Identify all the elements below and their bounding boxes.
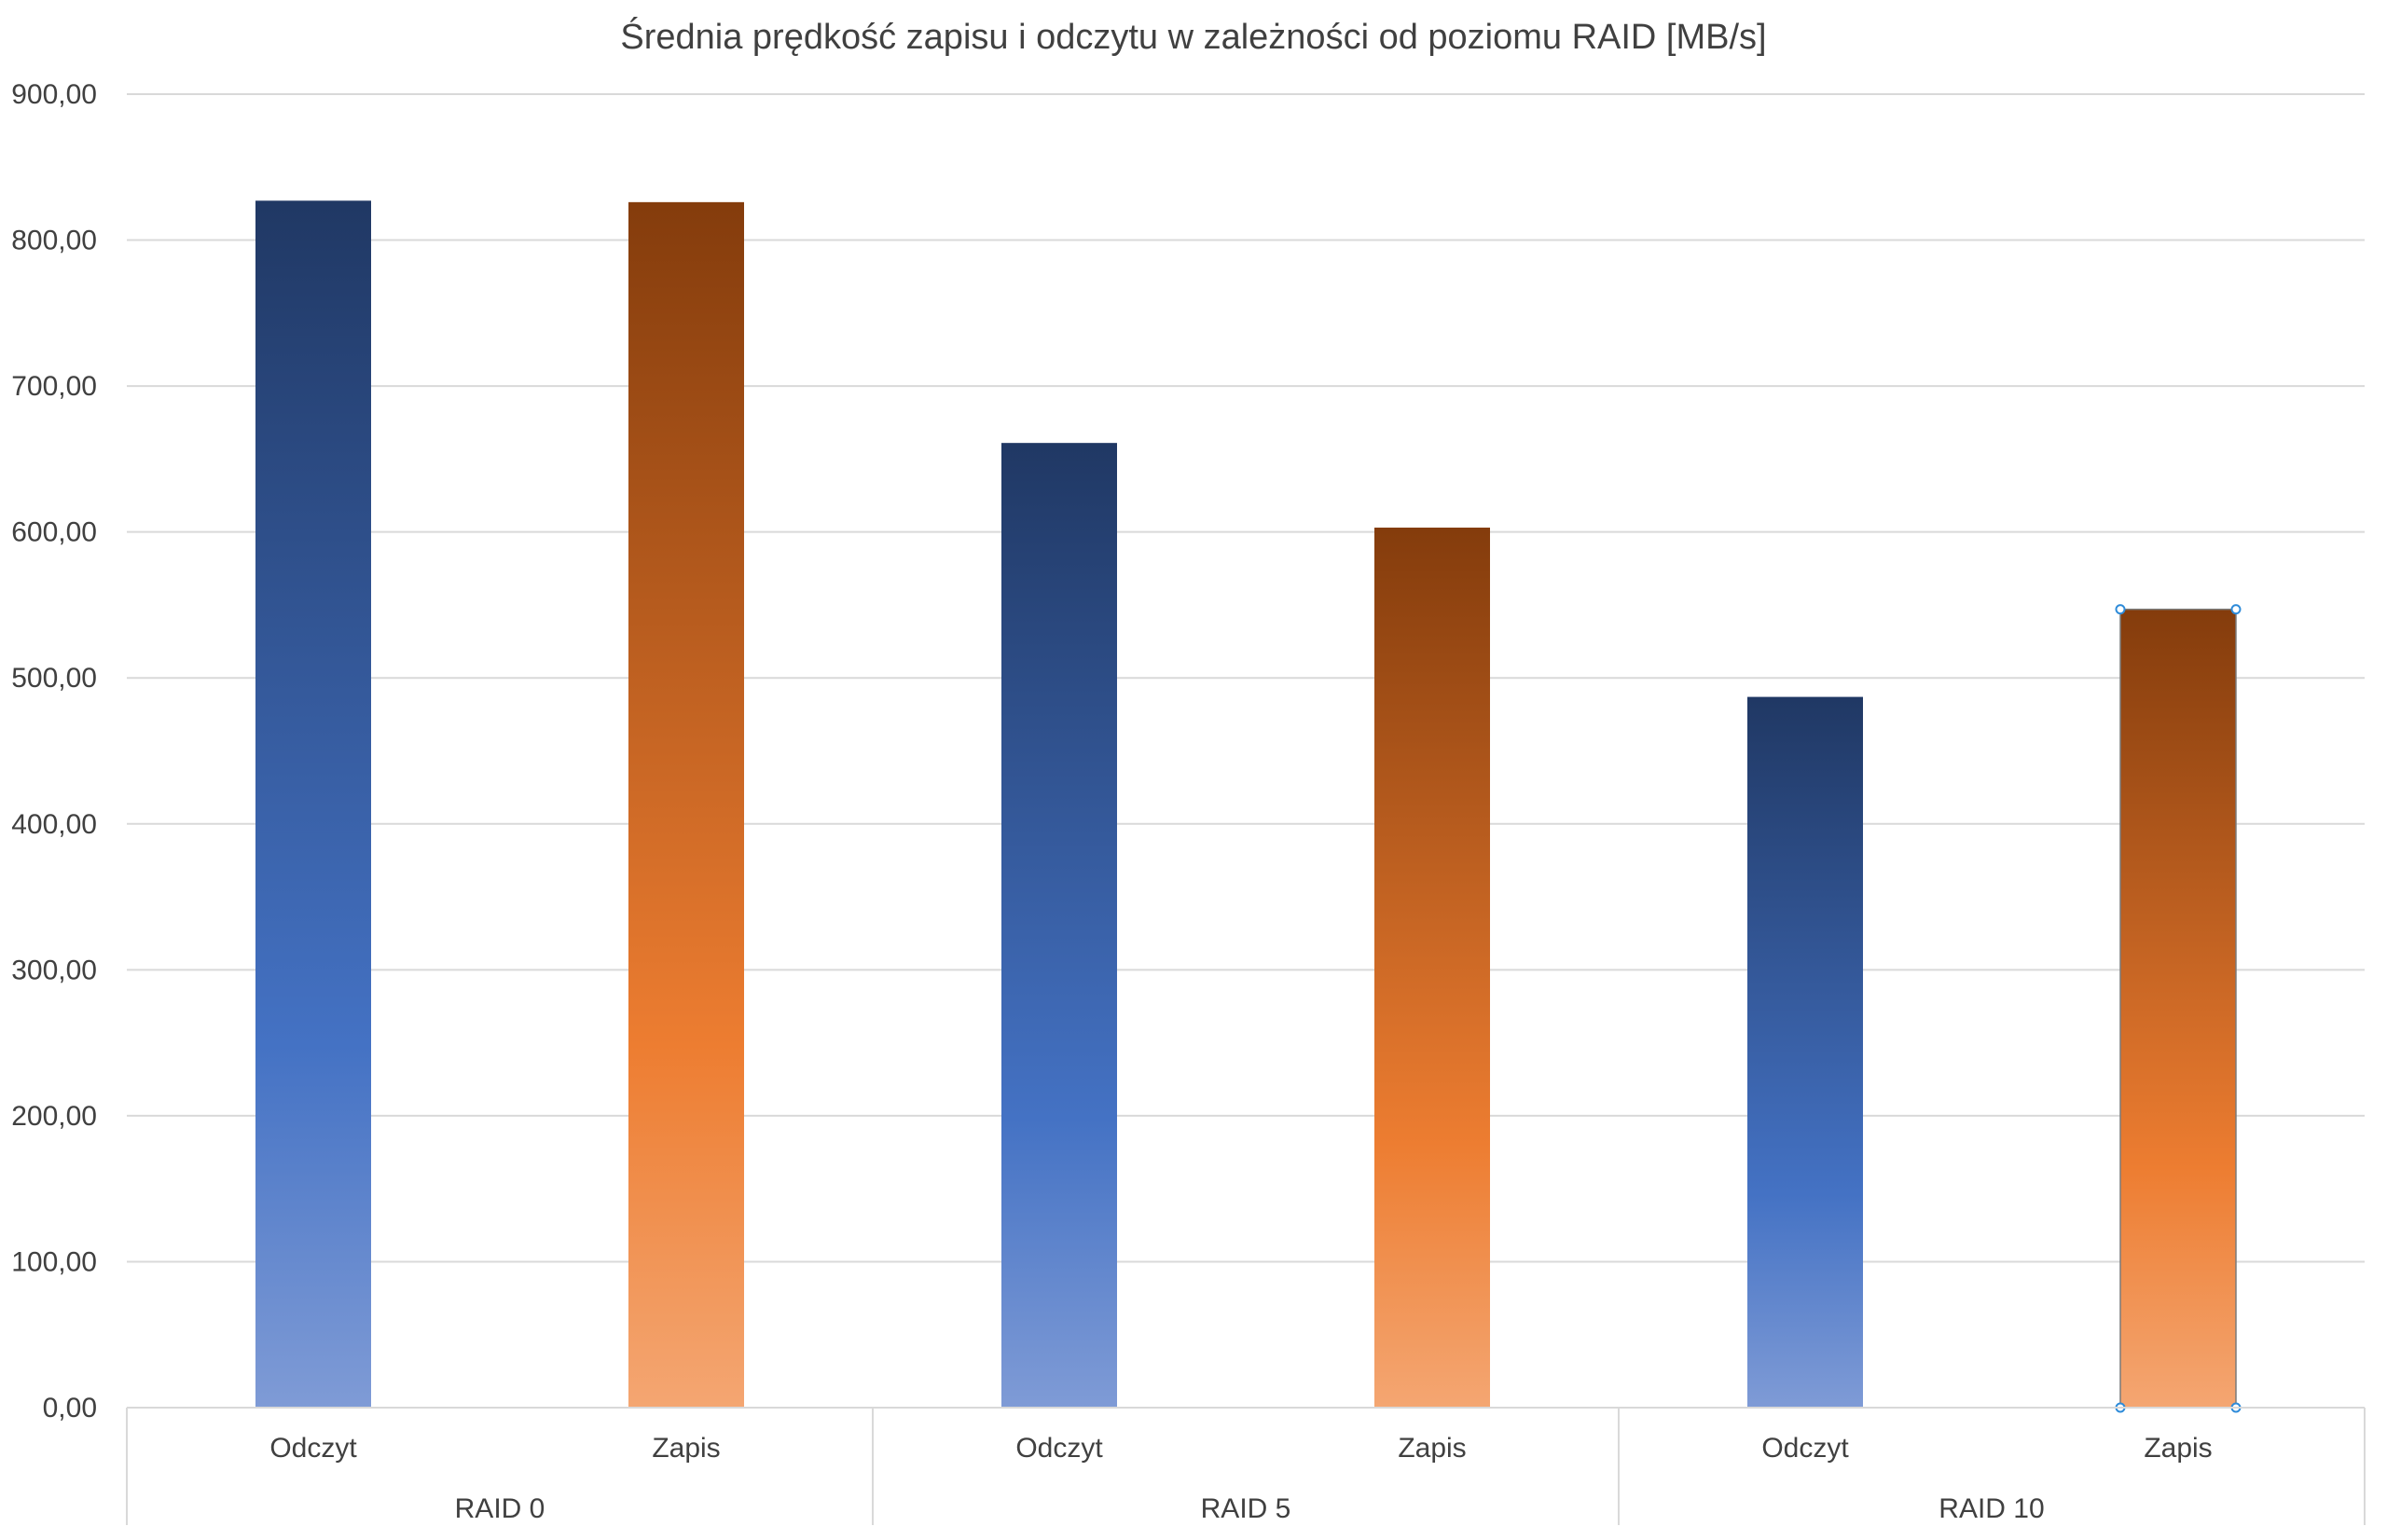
x-axis: Odczyt Zapis RAID 0 Odczyt Zapis RAID 5 Odczyt…: [126, 1407, 2366, 1525]
y-tick-label: 700,00: [11, 371, 97, 402]
y-tick-label: 200,00: [11, 1101, 97, 1132]
selection-handle[interactable]: [2115, 604, 2126, 615]
y-tick-label: 300,00: [11, 955, 97, 985]
bars: [255, 200, 2242, 1413]
y-tick-label: 600,00: [11, 517, 97, 548]
bar-raid-0-odczyt[interactable]: [255, 200, 371, 1409]
y-tick-label: 400,00: [11, 809, 97, 840]
y-tick-label: 500,00: [11, 663, 97, 694]
y-tick-label: 900,00: [11, 79, 97, 110]
x-category-label: Odczyt: [1015, 1433, 1103, 1464]
x-category-label: Zapis: [2144, 1433, 2212, 1464]
x-category-label: Odczyt: [269, 1433, 357, 1464]
bar-raid-5-odczyt[interactable]: [1001, 443, 1117, 1409]
x-group-label: RAID 10: [1939, 1493, 2044, 1524]
x-category-label: Odczyt: [1761, 1433, 1849, 1464]
gridlines: [127, 93, 2365, 1409]
bar-raid-10-odczyt[interactable]: [1747, 696, 1863, 1408]
y-tick-label: 0,00: [43, 1393, 97, 1423]
y-axis-ticks: 0,00 100,00 200,00 300,00 400,00 500,00 600,00…: [11, 79, 97, 1423]
y-tick-label: 800,00: [11, 226, 97, 256]
x-group-label: RAID 5: [1201, 1493, 1291, 1524]
bar-raid-10-zapis[interactable]: [2119, 608, 2237, 1409]
y-tick-label: 100,00: [11, 1246, 97, 1277]
bar-raid-0-zapis[interactable]: [628, 201, 744, 1409]
x-category-label: Zapis: [1398, 1433, 1466, 1464]
chart-title: Średnia prędkość zapisu i odczytu w zale…: [620, 15, 1766, 57]
x-group-label: RAID 0: [455, 1493, 545, 1524]
bar-raid-5-zapis[interactable]: [1374, 527, 1490, 1408]
selection-handle[interactable]: [2230, 604, 2242, 615]
x-category-label: Zapis: [652, 1433, 720, 1464]
